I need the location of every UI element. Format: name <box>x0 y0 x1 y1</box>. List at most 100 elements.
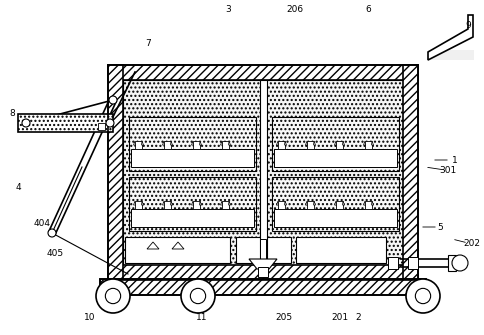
Bar <box>274 209 397 227</box>
Bar <box>98 123 105 130</box>
Text: 404: 404 <box>33 218 50 227</box>
Text: 301: 301 <box>439 165 456 175</box>
Polygon shape <box>276 141 278 145</box>
Text: 5: 5 <box>437 222 443 231</box>
Polygon shape <box>199 141 201 145</box>
Polygon shape <box>221 201 223 205</box>
Circle shape <box>96 279 130 313</box>
Bar <box>296 237 386 263</box>
Bar <box>18 114 113 132</box>
Polygon shape <box>334 201 336 205</box>
Polygon shape <box>134 141 136 145</box>
Polygon shape <box>334 141 336 145</box>
Bar <box>164 141 171 149</box>
Bar <box>408 257 418 269</box>
Circle shape <box>22 119 30 127</box>
Bar <box>272 177 399 231</box>
Bar <box>222 141 229 149</box>
Bar <box>108 265 418 280</box>
Polygon shape <box>276 201 278 205</box>
Bar <box>193 141 200 149</box>
Polygon shape <box>163 201 165 205</box>
Text: 11: 11 <box>196 313 208 322</box>
Polygon shape <box>228 141 230 145</box>
Polygon shape <box>343 201 345 205</box>
Bar <box>164 201 171 209</box>
Polygon shape <box>372 141 374 145</box>
Polygon shape <box>199 201 201 205</box>
Polygon shape <box>285 201 287 205</box>
Text: 1: 1 <box>452 155 458 164</box>
Bar <box>278 201 285 209</box>
Polygon shape <box>249 259 277 269</box>
Polygon shape <box>141 141 143 145</box>
Text: 405: 405 <box>46 249 63 258</box>
Bar <box>193 201 200 209</box>
Text: 4: 4 <box>15 183 21 192</box>
Bar <box>260 239 266 265</box>
Text: 202: 202 <box>464 239 481 248</box>
Bar <box>403 65 418 280</box>
Text: 206: 206 <box>287 4 303 13</box>
Bar <box>131 149 254 167</box>
Bar <box>129 117 256 171</box>
Polygon shape <box>363 141 365 145</box>
Text: 205: 205 <box>275 313 292 322</box>
Polygon shape <box>363 201 365 205</box>
Bar <box>236 237 291 263</box>
Circle shape <box>190 288 206 304</box>
Text: 2: 2 <box>355 313 361 322</box>
Polygon shape <box>372 201 374 205</box>
Circle shape <box>106 119 114 127</box>
Bar <box>222 201 229 209</box>
Bar <box>100 279 426 295</box>
Text: 201: 201 <box>332 313 348 322</box>
Polygon shape <box>343 141 345 145</box>
Bar <box>278 141 285 149</box>
Circle shape <box>415 288 431 304</box>
Bar <box>307 201 314 209</box>
Bar <box>108 65 418 280</box>
Polygon shape <box>314 141 316 145</box>
Bar <box>100 279 426 295</box>
Bar <box>272 117 399 171</box>
Text: 3: 3 <box>225 4 231 13</box>
Polygon shape <box>285 141 287 145</box>
Polygon shape <box>228 201 230 205</box>
Polygon shape <box>192 141 194 145</box>
Bar <box>336 201 343 209</box>
Bar <box>135 141 142 149</box>
Bar <box>135 201 142 209</box>
Bar <box>125 237 230 263</box>
Polygon shape <box>170 201 172 205</box>
Bar <box>428 50 474 60</box>
Text: 8: 8 <box>9 109 15 118</box>
Polygon shape <box>428 15 473 60</box>
Polygon shape <box>305 201 307 205</box>
Circle shape <box>452 255 468 271</box>
Circle shape <box>181 279 215 313</box>
Bar <box>129 177 256 231</box>
Bar <box>307 141 314 149</box>
Bar <box>258 267 268 277</box>
Bar <box>123 80 403 265</box>
Polygon shape <box>192 201 194 205</box>
Polygon shape <box>163 141 165 145</box>
Bar <box>108 65 123 280</box>
Polygon shape <box>221 141 223 145</box>
Text: 10: 10 <box>84 313 96 322</box>
Bar <box>448 255 456 271</box>
Polygon shape <box>141 201 143 205</box>
Polygon shape <box>134 201 136 205</box>
Bar <box>388 257 398 269</box>
Circle shape <box>406 279 440 313</box>
Polygon shape <box>314 201 316 205</box>
Circle shape <box>106 288 121 304</box>
Bar <box>336 141 343 149</box>
Circle shape <box>109 96 117 104</box>
Bar <box>365 141 372 149</box>
Bar <box>274 149 397 167</box>
Polygon shape <box>170 141 172 145</box>
Bar <box>108 65 418 80</box>
Polygon shape <box>305 141 307 145</box>
